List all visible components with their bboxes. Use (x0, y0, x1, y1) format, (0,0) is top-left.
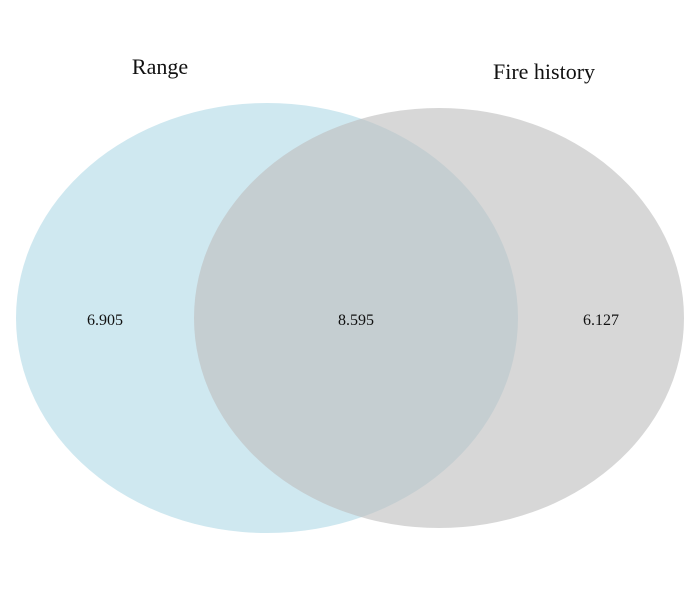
set-label-range: Range (132, 54, 188, 79)
set-label-fire-history: Fire history (493, 59, 595, 84)
value-range-only: 6.905 (87, 312, 123, 329)
set-fire-history-ellipse (194, 108, 684, 528)
value-fire-history-only: 6.127 (583, 312, 619, 329)
value-overlap: 8.595 (338, 312, 374, 329)
